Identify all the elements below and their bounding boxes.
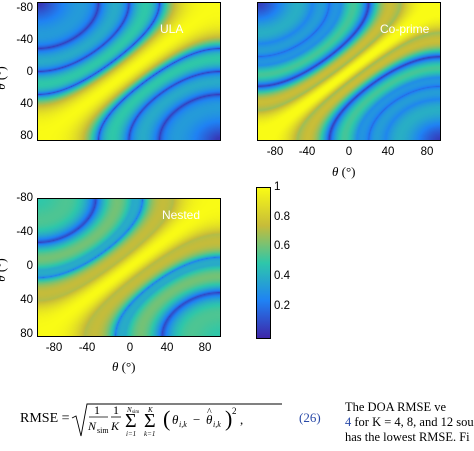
ytick-ula-0: -80 (16, 2, 33, 14)
xtick-nested-2: 0 (126, 342, 134, 354)
colorbar-tick-0.6: 0.6 (274, 240, 290, 252)
rmse-lhs: RMSE = (20, 411, 70, 426)
ylabel-ula: θ (°) (0, 66, 8, 90)
svg-text:): ) (225, 406, 232, 431)
ytick-ula-2: 0 (26, 66, 33, 78)
heatmap-coprime-image (257, 2, 441, 141)
heatmap-panel-nested: Nested (37, 198, 221, 337)
rmse-formula-svg: RMSE = 1 N sim 1 K N sim Σ i=1 K Σ k=1 (… (20, 403, 282, 438)
svg-text:θ: θ (172, 412, 179, 427)
svg-text:2: 2 (232, 406, 237, 416)
ytick-ula-1: -40 (16, 34, 33, 46)
colorbar (256, 187, 271, 339)
svg-text:K: K (110, 419, 120, 433)
svg-text:(: ( (163, 406, 170, 431)
ylabel-nested: θ (°) (0, 258, 8, 282)
svg-text:N: N (126, 406, 132, 414)
colorbar-tick-0.8: 0.8 (274, 211, 290, 223)
ytick-nested-1: -40 (16, 226, 33, 238)
svg-text:N: N (87, 419, 97, 433)
svg-text:k=1: k=1 (144, 430, 155, 438)
svg-text:−: − (193, 412, 200, 427)
body-text-line-1: The DOA RMSE ve (345, 400, 447, 414)
svg-text:Σ: Σ (144, 410, 156, 432)
body-text-line-3: has the lowest RMSE. Fi (345, 430, 470, 444)
panel-label-nested: Nested (162, 208, 201, 222)
xtick-nested-1: -40 (78, 342, 96, 354)
rmse-equation: RMSE = 1 N sim 1 K N sim Σ i=1 K Σ k=1 (… (20, 402, 290, 451)
xlabel-coprime: θ (°) (332, 164, 356, 179)
svg-text:sim: sim (132, 410, 139, 415)
xtick-nested-4: 80 (198, 342, 212, 354)
xtick-coprime-2: 0 (345, 146, 353, 158)
svg-text:,: , (240, 412, 243, 427)
colorbar-tick-0.4: 0.4 (274, 270, 290, 282)
xtick-coprime-1: -40 (298, 146, 316, 158)
svg-text:Σ: Σ (125, 410, 137, 432)
xtick-nested-3: 40 (160, 342, 174, 354)
ytick-ula-4: 80 (20, 130, 33, 142)
svg-text:^: ^ (207, 407, 212, 418)
panel-label-coprime: Co-prime (380, 22, 430, 36)
heatmap-panel-ula: ULA (37, 2, 221, 141)
xtick-coprime-3: 40 (381, 146, 395, 158)
xtick-coprime-0: -80 (266, 146, 284, 158)
svg-text:θ: θ (206, 412, 213, 427)
heatmap-ula-image (37, 2, 221, 141)
svg-text:i,k: i,k (213, 420, 221, 429)
ytick-nested-2: 0 (26, 260, 33, 272)
ytick-nested-0: -80 (16, 192, 33, 204)
colorbar-tick-0.2: 0.2 (274, 300, 290, 312)
heatmap-panel-coprime: Co-prime (257, 2, 441, 141)
panel-label-ula: ULA (160, 22, 184, 36)
xtick-coprime-4: 80 (420, 146, 434, 158)
equation-number: (26) (299, 410, 321, 425)
svg-text:i,k: i,k (179, 420, 187, 429)
body-text-line-2: 4 for K = 4, 8, and 12 sou (345, 415, 474, 429)
figure-ref-link[interactable]: 4 (345, 415, 352, 429)
xlabel-nested: θ (°) (112, 359, 136, 374)
ytick-ula-3: 40 (20, 98, 33, 110)
ytick-nested-4: 80 (20, 328, 33, 340)
svg-text:sim: sim (97, 426, 109, 435)
svg-text:1: 1 (94, 403, 100, 417)
svg-text:K: K (147, 406, 153, 414)
svg-text:i=1: i=1 (126, 430, 136, 438)
ytick-nested-3: 40 (20, 294, 33, 306)
colorbar-tick-1: 1 (274, 181, 281, 193)
svg-text:1: 1 (113, 403, 119, 417)
heatmap-nested-image (37, 198, 221, 337)
xtick-nested-0: -80 (45, 342, 63, 354)
